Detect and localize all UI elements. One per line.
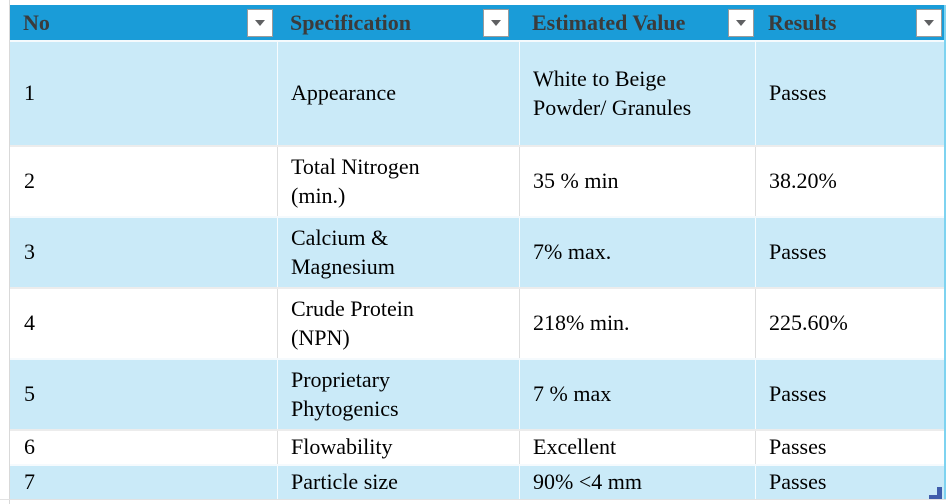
table-row[interactable]: 3 Calcium & Magnesium 7% max. Passes — [10, 216, 944, 287]
cell-results[interactable]: Passes — [755, 218, 944, 287]
cell-results[interactable]: Passes — [755, 466, 944, 499]
cell-no[interactable]: 5 — [24, 381, 35, 407]
column-header-no: No — [10, 5, 277, 40]
table-row[interactable]: 6 Flowability Excellent Passes — [10, 429, 944, 464]
column-header-label: Estimated Value — [532, 9, 686, 35]
cell-no[interactable]: 1 — [24, 80, 35, 106]
column-header-label: Results — [768, 9, 837, 35]
table-row[interactable]: 1 Appearance White to Beige Powder/ Gran… — [10, 40, 944, 145]
filter-button-results[interactable] — [916, 8, 942, 37]
cell-specification[interactable]: Flowability — [277, 431, 519, 464]
cell-specification[interactable]: Particle size — [277, 466, 519, 499]
chevron-down-icon — [255, 19, 265, 26]
filter-button-no[interactable] — [247, 8, 273, 37]
column-header-results: Results — [755, 5, 944, 40]
resize-handle-icon — [937, 487, 942, 499]
worksheet-gridline — [0, 499, 946, 500]
table-header-row: No Specification Estimated Value Results — [10, 5, 944, 40]
worksheet-gridline — [9, 0, 10, 504]
table-row[interactable]: 5 Proprietary Phytogenics 7 % max Passes — [10, 358, 944, 429]
cell-results[interactable]: Passes — [755, 42, 944, 145]
cell-estimated-value[interactable]: White to Beige Powder/ Granules — [519, 42, 755, 145]
cell-estimated-value[interactable]: 7 % max — [519, 360, 755, 429]
cell-specification[interactable]: Total Nitrogen (min.) — [277, 147, 519, 216]
column-header-label: No — [23, 9, 50, 35]
cell-no[interactable]: 2 — [24, 168, 35, 194]
cell-no[interactable]: 4 — [24, 310, 35, 336]
cell-no[interactable]: 3 — [24, 239, 35, 265]
table-right-border — [944, 5, 946, 499]
cell-estimated-value[interactable]: 90% <4 mm — [519, 466, 755, 499]
cell-specification[interactable]: Crude Protein (NPN) — [277, 289, 519, 358]
cell-results[interactable]: 225.60% — [755, 289, 944, 358]
column-header-estimated-value: Estimated Value — [519, 5, 755, 40]
filter-button-estimated-value[interactable] — [728, 8, 754, 37]
filter-button-specification[interactable] — [483, 8, 509, 37]
table-row[interactable]: 2 Total Nitrogen (min.) 35 % min 38.20% — [10, 145, 944, 216]
cell-specification[interactable]: Calcium & Magnesium — [277, 218, 519, 287]
cell-specification[interactable]: Appearance — [277, 42, 519, 145]
spec-results-table: No Specification Estimated Value Results… — [10, 5, 944, 499]
cell-no[interactable]: 7 — [24, 469, 35, 495]
cell-estimated-value[interactable]: 218% min. — [519, 289, 755, 358]
cell-results[interactable]: Passes — [755, 360, 944, 429]
resize-handle-icon — [929, 495, 942, 499]
cell-estimated-value[interactable]: 7% max. — [519, 218, 755, 287]
column-header-specification: Specification — [277, 5, 519, 40]
column-header-label: Specification — [290, 9, 411, 35]
table-resize-handle[interactable] — [929, 487, 942, 499]
cell-estimated-value[interactable]: Excellent — [519, 431, 755, 464]
table-row[interactable]: 4 Crude Protein (NPN) 218% min. 225.60% — [10, 287, 944, 358]
chevron-down-icon — [736, 19, 746, 26]
cell-no[interactable]: 6 — [24, 434, 35, 460]
chevron-down-icon — [491, 19, 501, 26]
cell-results[interactable]: Passes — [755, 431, 944, 464]
chevron-down-icon — [924, 19, 934, 26]
cell-estimated-value[interactable]: 35 % min — [519, 147, 755, 216]
table-row[interactable]: 7 Particle size 90% <4 mm Passes — [10, 464, 944, 499]
cell-results[interactable]: 38.20% — [755, 147, 944, 216]
cell-specification[interactable]: Proprietary Phytogenics — [277, 360, 519, 429]
